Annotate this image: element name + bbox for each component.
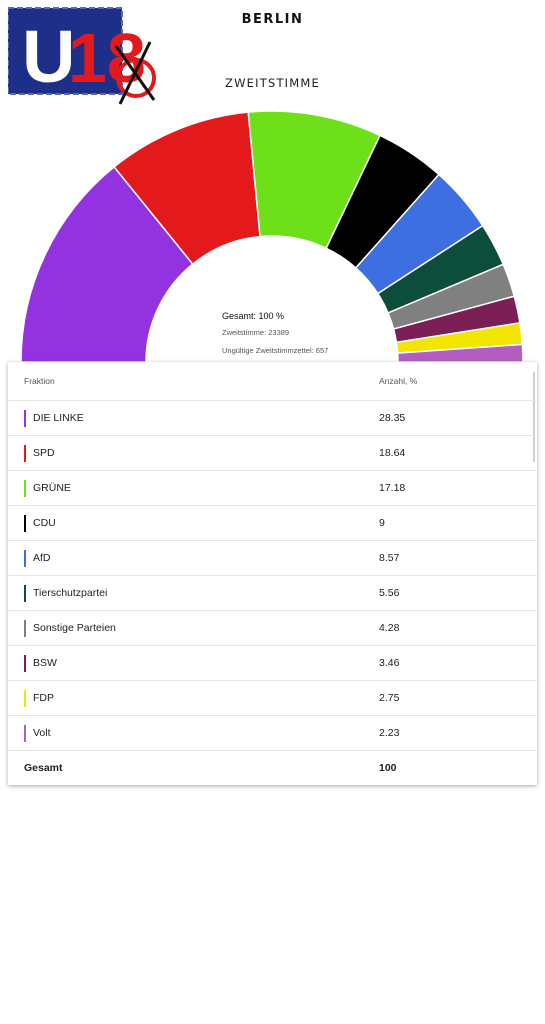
party-value: 3.46	[379, 657, 400, 669]
party-value: 17.18	[379, 482, 406, 494]
logo-u: U	[22, 15, 75, 98]
party-name: BSW	[33, 657, 57, 669]
party-name: AfD	[33, 552, 51, 564]
party-color-swatch	[24, 444, 26, 462]
results-table: Fraktion Anzahl, % DIE LINKE 28.35 SPD 18.6…	[8, 362, 537, 785]
party-value: 2.75	[379, 692, 400, 704]
party-value: 28.35	[379, 412, 406, 424]
party-cell: BSW	[24, 646, 57, 680]
total-value: 100	[379, 762, 397, 774]
table-row: Volt 2.23	[8, 716, 537, 751]
party-color-swatch	[24, 584, 26, 602]
chart-slice-volt[interactable]	[396, 343, 524, 362]
party-cell: GRÜNE	[24, 471, 71, 505]
party-color-swatch	[24, 514, 26, 532]
party-color-swatch	[24, 549, 26, 567]
table-row: GRÜNE 17.18	[8, 471, 537, 506]
u18-logo: U 18	[8, 7, 156, 105]
party-cell: Volt	[24, 716, 51, 750]
party-color-swatch	[24, 724, 26, 742]
party-color-swatch	[24, 654, 26, 672]
center-votes-label: Zweitstimme: 23389	[222, 328, 290, 337]
table-row: AfD 8.57	[8, 541, 537, 576]
column-header-value: Anzahl, %	[379, 376, 418, 386]
party-cell: DIE LINKE	[24, 401, 84, 435]
party-cell: CDU	[24, 506, 56, 540]
party-value: 8.57	[379, 552, 400, 564]
party-value: 2.23	[379, 727, 400, 739]
table-row: DIE LINKE 28.35	[8, 401, 537, 436]
party-cell: FDP	[24, 681, 54, 715]
column-header-party: Fraktion	[24, 376, 55, 386]
table-scrollbar[interactable]	[533, 372, 535, 462]
party-name: CDU	[33, 517, 56, 529]
party-value: 5.56	[379, 587, 400, 599]
center-total-label: Gesamt: 100 %	[222, 311, 285, 321]
party-color-swatch	[24, 689, 26, 707]
total-label: Gesamt	[24, 762, 63, 774]
table-header-row: Fraktion Anzahl, %	[8, 362, 537, 401]
party-name: FDP	[33, 692, 54, 704]
party-name: Volt	[33, 727, 51, 739]
party-name: Sonstige Parteien	[33, 622, 116, 634]
party-value: 4.28	[379, 622, 400, 634]
table-row: FDP 2.75	[8, 681, 537, 716]
party-color-swatch	[24, 619, 26, 637]
party-cell: Tierschutzpartei	[24, 576, 107, 610]
party-value: 9	[379, 517, 385, 529]
center-invalid-label: Ungültige Zweitstimmzettel: 657	[222, 346, 329, 355]
table-row: SPD 18.64	[8, 436, 537, 471]
party-name: SPD	[33, 447, 55, 459]
party-cell: SPD	[24, 436, 55, 470]
party-color-swatch	[24, 409, 26, 427]
chart-slice-die-linke[interactable]	[20, 165, 194, 362]
party-name: DIE LINKE	[33, 412, 84, 424]
party-value: 18.64	[379, 447, 406, 459]
party-color-swatch	[24, 479, 26, 497]
table-row: Sonstige Parteien 4.28	[8, 611, 537, 646]
table-total-row: Gesamt 100	[8, 751, 537, 785]
party-name: Tierschutzpartei	[33, 587, 108, 599]
party-cell: Sonstige Parteien	[24, 611, 116, 645]
table-row: CDU 9	[8, 506, 537, 541]
logo-18: 18	[68, 19, 146, 97]
party-name: GRÜNE	[33, 482, 71, 494]
half-donut-chart	[20, 110, 524, 362]
table-row: Tierschutzpartei 5.56	[8, 576, 537, 611]
party-cell: AfD	[24, 541, 51, 575]
table-row: BSW 3.46	[8, 646, 537, 681]
chart-title: ZWEITSTIMME	[225, 76, 320, 90]
page-title: BERLIN	[241, 12, 304, 27]
